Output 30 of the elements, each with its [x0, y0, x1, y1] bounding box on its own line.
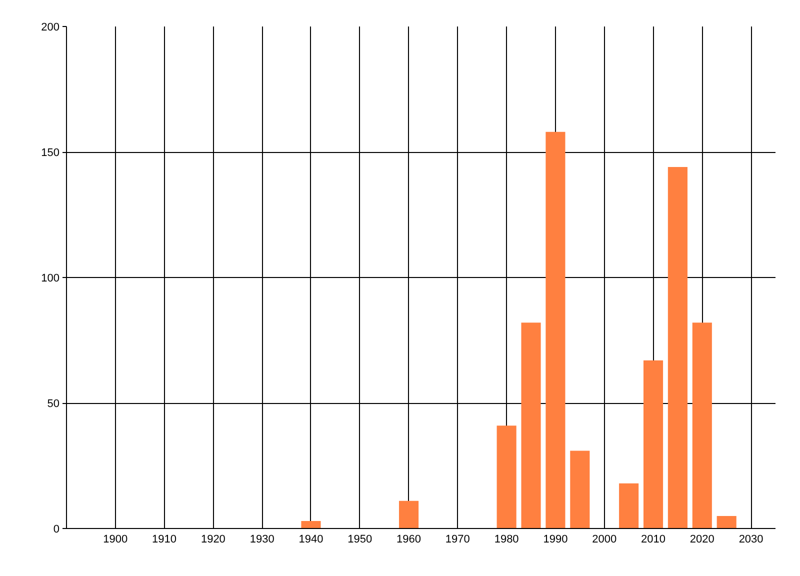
- bar: [668, 167, 688, 528]
- x-tick-label: 2010: [641, 534, 666, 546]
- bar: [546, 132, 566, 528]
- x-tick-label: 1970: [445, 534, 470, 546]
- x-tick-label: 1990: [543, 534, 568, 546]
- bar: [619, 483, 639, 528]
- x-tick-label: 2020: [690, 534, 714, 546]
- y-tick-label: 50: [47, 398, 60, 410]
- x-tick-label: 1900: [103, 534, 128, 546]
- bar: [301, 520, 321, 528]
- bar: [521, 322, 541, 528]
- x-tick-label: 1980: [494, 534, 519, 546]
- x-tick-label: 1950: [348, 534, 372, 546]
- x-tick-label: 1920: [200, 534, 226, 546]
- x-tick-label: 1930: [250, 534, 274, 546]
- x-tick-label: 2000: [592, 534, 617, 546]
- y-tick-label: 0: [53, 524, 60, 536]
- x-tick-label: 2030: [738, 534, 764, 546]
- y-tick-label: 100: [41, 272, 60, 284]
- bar: [716, 516, 736, 528]
- x-tick-label: 1960: [396, 534, 422, 546]
- bar: [398, 500, 419, 528]
- y-tick-label: 150: [41, 147, 60, 159]
- bar: [496, 426, 516, 528]
- bar: [570, 450, 590, 528]
- y-tick-label: 200: [41, 22, 60, 34]
- bar: [643, 360, 664, 528]
- x-tick-label: 1910: [152, 534, 177, 546]
- bar: [692, 322, 712, 528]
- x-tick-label: 1940: [298, 534, 324, 546]
